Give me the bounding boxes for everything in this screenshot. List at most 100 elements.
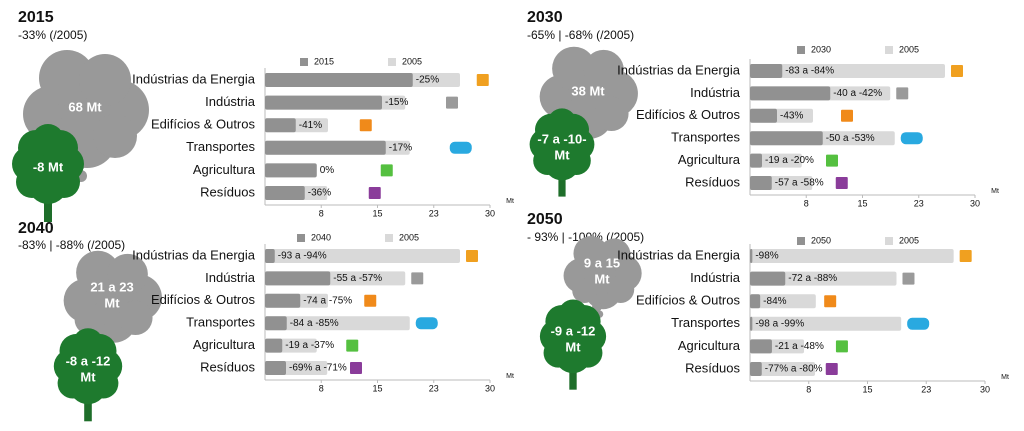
bar-current <box>265 316 287 331</box>
tree-canopy <box>547 108 577 138</box>
category-label: Edifícios & Outros <box>636 293 741 308</box>
legend-swatch <box>797 46 805 54</box>
cloud-label: 38 Mt <box>571 83 605 98</box>
legend-swatch <box>297 234 305 242</box>
x-tick-label: 15 <box>372 383 382 393</box>
x-tick-label: 30 <box>980 384 990 394</box>
category-icon <box>900 132 923 145</box>
change-label: -19 a -37% <box>285 340 334 351</box>
category-icon <box>896 87 909 100</box>
legend-label: 2005 <box>399 232 419 242</box>
x-tick-label: 15 <box>372 208 382 218</box>
tree-label: -7 a -10- <box>537 131 586 146</box>
bar-2005 <box>750 362 816 376</box>
change-label: -19 a -20% <box>765 155 814 166</box>
cloud <box>573 236 609 271</box>
axis-unit: Mt <box>506 373 514 380</box>
tree-canopy <box>558 299 588 329</box>
cloud-label: 21 a 23 <box>90 279 133 294</box>
change-label: -77% a -80% <box>765 364 823 375</box>
category-icon <box>415 317 438 330</box>
x-tick-label: 23 <box>429 208 439 218</box>
category-label: Indústria <box>205 94 256 109</box>
category-icon <box>446 96 458 109</box>
category-label: Edifícios & Outros <box>636 107 741 122</box>
cloud <box>79 54 131 106</box>
legend-swatch <box>385 234 393 242</box>
panel-title: 2040 <box>18 220 54 237</box>
x-tick-label: 15 <box>857 198 867 208</box>
legend-label: 2015 <box>314 56 334 66</box>
panel: 2015 -33% (/2005) 68 Mt -8 Mt 2015 2005 8 15 23 3… <box>12 9 514 222</box>
bar-current <box>265 338 283 353</box>
tree-canopy <box>32 124 64 156</box>
x-tick-label: 8 <box>806 384 811 394</box>
change-label: -98% <box>755 251 778 262</box>
change-label: -43% <box>780 110 803 121</box>
panel-title: 2015 <box>18 9 54 26</box>
category-label: Resíduos <box>685 174 740 189</box>
cloud <box>118 300 153 335</box>
category-label: Indústrias da Energia <box>132 71 256 86</box>
category-icon <box>411 272 424 285</box>
change-label: -21 a -48% <box>775 341 824 352</box>
bar-current <box>750 64 783 78</box>
category-icon <box>364 294 377 307</box>
cloud <box>552 46 596 91</box>
cloud <box>594 96 629 131</box>
x-tick-label: 15 <box>862 384 872 394</box>
x-tick-label: 30 <box>485 208 495 218</box>
panel: 2030-65% | -68% (/2005)38 Mt-7 a -10-Mt2… <box>527 9 999 208</box>
bar-2005 <box>750 64 945 78</box>
change-label: -36% <box>308 188 331 199</box>
bar-current <box>750 316 753 331</box>
category-label: Edifícios & Outros <box>151 292 256 307</box>
legend-swatch <box>300 58 308 66</box>
cloud <box>74 303 106 335</box>
bar-current <box>750 294 761 309</box>
bar-current <box>750 86 831 101</box>
category-label: Transportes <box>186 315 255 330</box>
change-label: -25% <box>416 75 439 86</box>
tree-label: -9 a -12 <box>551 323 596 338</box>
category-label: Agricultura <box>678 338 741 353</box>
change-label: -15% <box>385 97 408 108</box>
change-label: -69% a -71% <box>289 363 347 374</box>
category-icon <box>368 187 381 199</box>
x-tick-label: 23 <box>429 383 439 393</box>
category-icon <box>959 250 972 262</box>
category-label: Agricultura <box>193 337 256 352</box>
category-icon <box>466 250 478 262</box>
x-tick-label: 8 <box>319 383 324 393</box>
cloud-label: Mt <box>104 295 120 310</box>
x-tick-label: 8 <box>804 198 809 208</box>
category-icon <box>841 109 853 122</box>
change-label: -84% <box>763 296 786 307</box>
change-label: -55 a -57% <box>333 273 382 284</box>
category-label: Edifícios & Outros <box>151 117 256 132</box>
category-label: Agricultura <box>678 152 741 167</box>
cloud-label: Mt <box>594 271 610 286</box>
category-label: Transportes <box>186 139 255 154</box>
change-label: -83 a -84% <box>785 66 834 77</box>
x-tick-label: 30 <box>485 383 495 393</box>
category-icon <box>359 119 372 132</box>
category-icon <box>346 339 359 352</box>
tree-canopy <box>28 164 68 204</box>
category-icon <box>825 363 838 375</box>
bar-current <box>750 249 753 263</box>
legend-label: 2005 <box>899 44 919 54</box>
bar-current <box>750 108 777 123</box>
change-label: -50 a -53% <box>826 133 875 144</box>
bar-current <box>750 131 823 146</box>
category-label: Resíduos <box>200 184 255 199</box>
x-tick-label: 30 <box>970 198 980 208</box>
bar-current <box>265 163 317 178</box>
category-label: Indústria <box>690 270 741 285</box>
bar-current <box>265 361 286 375</box>
category-label: Transportes <box>671 315 740 330</box>
category-label: Indústrias da Energia <box>132 247 256 262</box>
bar-current <box>750 339 772 354</box>
